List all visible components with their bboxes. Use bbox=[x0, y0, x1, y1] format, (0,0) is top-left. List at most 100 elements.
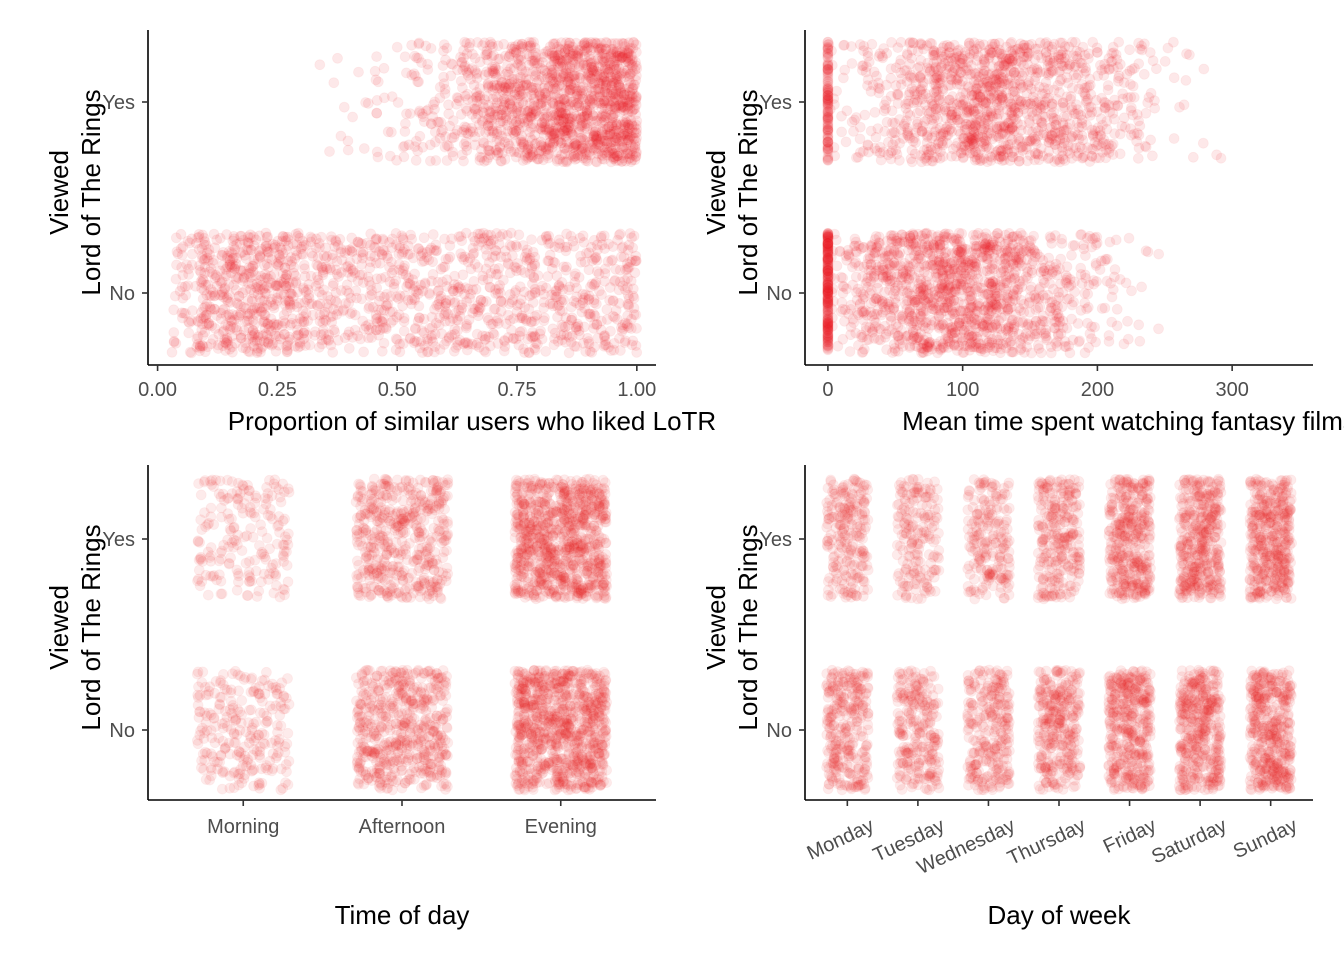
data-point bbox=[598, 114, 610, 126]
data-point bbox=[1087, 36, 1099, 48]
data-point bbox=[1072, 129, 1084, 141]
data-point bbox=[360, 97, 372, 108]
data-point bbox=[1076, 117, 1088, 129]
data-point bbox=[619, 317, 631, 329]
data-point bbox=[524, 111, 535, 123]
data-point bbox=[479, 69, 491, 81]
data-point bbox=[601, 304, 613, 315]
data-point bbox=[545, 60, 557, 72]
data-point bbox=[452, 286, 464, 298]
data-point bbox=[928, 74, 940, 86]
data-point bbox=[496, 147, 508, 159]
data-point bbox=[511, 241, 523, 253]
data-point bbox=[1030, 147, 1041, 159]
data-point bbox=[469, 103, 481, 115]
data-point bbox=[611, 125, 623, 137]
data-point bbox=[537, 56, 548, 68]
data-point bbox=[571, 88, 583, 100]
data-point bbox=[410, 154, 422, 166]
data-point bbox=[182, 280, 194, 292]
data-point bbox=[546, 47, 558, 59]
data-point bbox=[924, 37, 936, 49]
data-point bbox=[1023, 76, 1035, 88]
data-point bbox=[608, 151, 620, 163]
data-point bbox=[621, 47, 633, 59]
data-point bbox=[939, 104, 951, 115]
data-point bbox=[617, 50, 629, 62]
data-point bbox=[579, 122, 591, 133]
data-point bbox=[619, 65, 630, 77]
data-point bbox=[623, 99, 634, 111]
data-point bbox=[873, 82, 884, 94]
data-point bbox=[870, 131, 882, 143]
data-point bbox=[880, 103, 892, 114]
data-point bbox=[460, 136, 472, 148]
data-point bbox=[968, 76, 980, 87]
data-point bbox=[930, 61, 941, 73]
data-point bbox=[261, 258, 273, 270]
data-point bbox=[312, 274, 324, 286]
data-point bbox=[378, 92, 390, 104]
data-point bbox=[244, 229, 256, 241]
data-point bbox=[330, 235, 342, 246]
data-point bbox=[461, 105, 473, 117]
data-point bbox=[414, 130, 426, 142]
data-point bbox=[374, 324, 386, 336]
data-point bbox=[327, 280, 339, 292]
data-point bbox=[945, 73, 957, 85]
data-point bbox=[1147, 150, 1158, 162]
data-point bbox=[479, 334, 491, 345]
data-point bbox=[613, 229, 625, 241]
data-point bbox=[469, 65, 481, 76]
data-point bbox=[906, 156, 918, 168]
data-point bbox=[1114, 148, 1126, 160]
data-point bbox=[516, 88, 527, 100]
y-axis-title: Viewed bbox=[44, 150, 74, 235]
data-point bbox=[372, 151, 384, 163]
data-point bbox=[622, 100, 634, 112]
data-point bbox=[478, 102, 490, 113]
data-point bbox=[554, 127, 566, 139]
data-point bbox=[448, 131, 460, 143]
data-point bbox=[567, 70, 578, 82]
data-point bbox=[979, 99, 990, 110]
data-point bbox=[563, 319, 574, 331]
data-point bbox=[166, 346, 178, 358]
data-point bbox=[182, 235, 194, 247]
data-point bbox=[586, 73, 598, 84]
data-point bbox=[263, 338, 275, 350]
data-point bbox=[371, 107, 383, 119]
data-point bbox=[272, 259, 284, 271]
data-point bbox=[915, 105, 926, 117]
data-point bbox=[555, 44, 567, 56]
data-point bbox=[564, 37, 576, 49]
data-point bbox=[316, 262, 328, 274]
data-point bbox=[489, 82, 501, 94]
x-tick-label: 0 bbox=[822, 379, 833, 401]
data-point bbox=[525, 316, 537, 328]
data-point bbox=[569, 99, 581, 111]
data-point bbox=[631, 132, 642, 144]
data-point bbox=[184, 346, 196, 358]
data-point bbox=[221, 334, 233, 346]
data-point bbox=[941, 121, 953, 133]
data-point bbox=[881, 116, 893, 128]
data-point bbox=[371, 107, 383, 119]
data-point bbox=[556, 107, 567, 119]
data-point bbox=[443, 99, 454, 111]
data-point bbox=[297, 249, 309, 260]
data-point bbox=[1113, 72, 1124, 84]
data-point bbox=[617, 135, 628, 147]
data-point bbox=[572, 53, 584, 64]
data-point bbox=[579, 51, 591, 63]
data-point bbox=[546, 263, 558, 275]
data-point bbox=[631, 322, 642, 334]
data-point bbox=[978, 138, 990, 150]
data-point bbox=[619, 130, 631, 142]
data-point bbox=[620, 155, 632, 167]
data-point bbox=[440, 294, 452, 306]
data-point bbox=[584, 136, 596, 148]
data-point bbox=[1015, 38, 1027, 50]
data-point bbox=[471, 68, 483, 80]
